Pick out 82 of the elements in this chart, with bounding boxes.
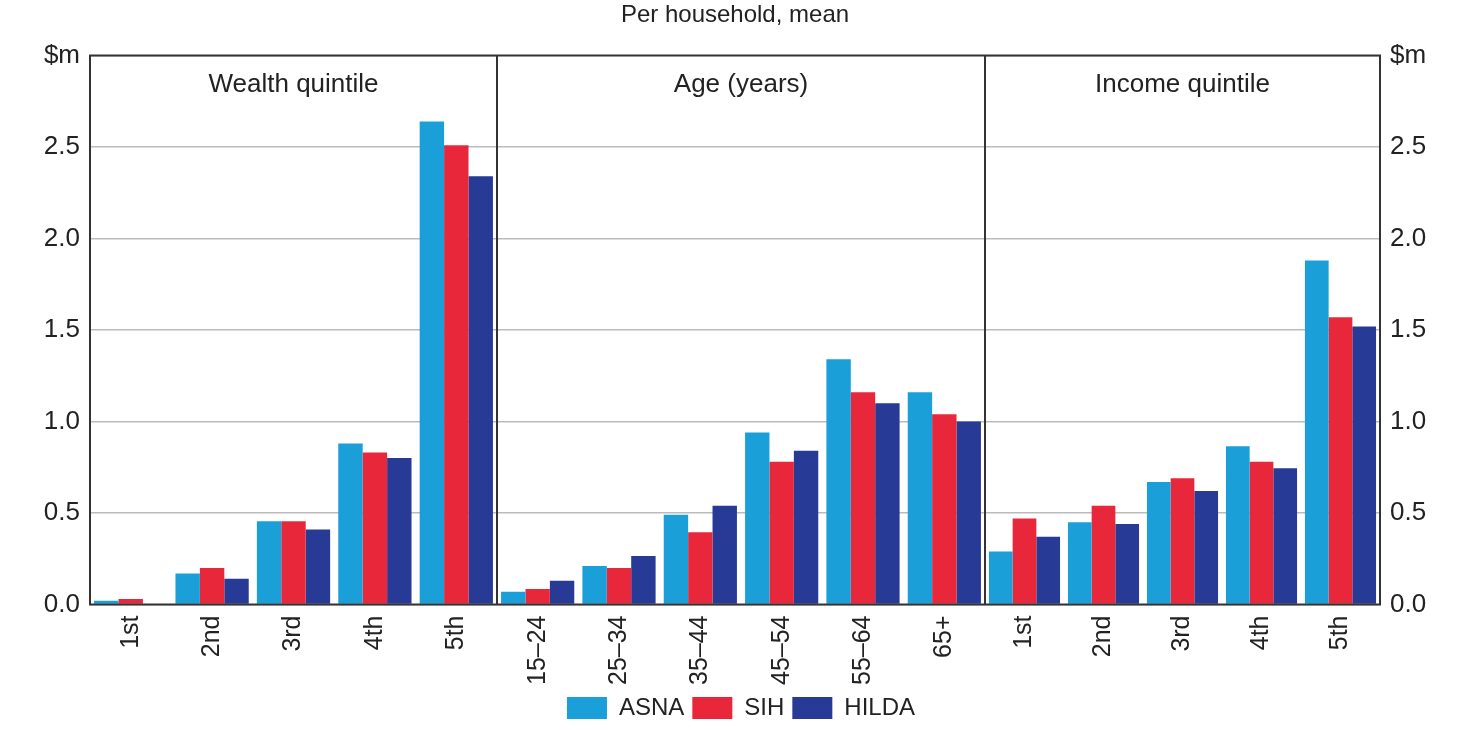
- y-tick-label: 0.0: [1390, 587, 1427, 618]
- bar: [1012, 518, 1037, 604]
- bar: [525, 588, 550, 604]
- bar: [688, 532, 713, 604]
- bar: [826, 359, 851, 604]
- bar: [712, 505, 737, 604]
- legend-label: SIH: [744, 692, 785, 720]
- x-tick-label: 1st: [1008, 615, 1037, 649]
- bar: [199, 567, 225, 604]
- bar: [1067, 522, 1092, 604]
- bar: [631, 556, 656, 604]
- y-tick-label: 0.0: [43, 587, 80, 618]
- bar: [793, 450, 819, 604]
- bar: [932, 414, 957, 604]
- bar: [1225, 446, 1250, 604]
- bar: [1091, 505, 1116, 604]
- legend-label: ASNA: [618, 692, 685, 720]
- bar: [175, 573, 200, 604]
- bar: [850, 392, 876, 604]
- x-tick-label: 5th: [1324, 615, 1353, 651]
- bar: [444, 145, 469, 604]
- x-tick-label: 1st: [114, 615, 143, 649]
- y-tick-label: $m: [1390, 38, 1427, 69]
- y-tick-label: 2.0: [43, 221, 80, 252]
- bar: [362, 452, 388, 604]
- bar: [256, 521, 282, 604]
- x-tick-label: 4th: [1245, 615, 1274, 651]
- bar: [1249, 461, 1274, 604]
- x-tick-label: 15–24: [521, 615, 550, 686]
- bar: [875, 403, 900, 604]
- y-tick-label: 1.5: [1390, 313, 1427, 344]
- y-tick-label: 1.5: [43, 313, 80, 344]
- bar: [281, 521, 306, 604]
- bar: [387, 458, 412, 604]
- bar: [988, 551, 1013, 604]
- bar: [305, 529, 331, 604]
- x-tick-label: 5th: [440, 615, 469, 651]
- bar: [745, 432, 770, 604]
- bar: [1328, 317, 1353, 604]
- bar: [468, 176, 493, 604]
- bar: [606, 567, 632, 604]
- bar: [1146, 481, 1171, 604]
- y-tick-label: 1.0: [1390, 404, 1427, 435]
- y-tick-label: $m: [43, 38, 80, 69]
- y-tick-label: 1.0: [43, 404, 80, 435]
- text: Age (years): [673, 67, 809, 98]
- text: Per household, mean: [619, 0, 851, 28]
- y-tick-label: 2.5: [1390, 130, 1427, 161]
- y-tick-label: 2.0: [1390, 221, 1427, 252]
- bar: [1036, 536, 1061, 604]
- bar: [501, 591, 526, 604]
- bar: [1170, 478, 1195, 604]
- bar: [1304, 260, 1329, 604]
- x-tick-label: 55–64: [846, 615, 875, 686]
- y-tick-label: 2.5: [43, 130, 80, 161]
- bar: [419, 121, 445, 604]
- legend-label: HILDA: [844, 692, 916, 720]
- bar: [956, 421, 981, 604]
- text: Income quintile: [1095, 67, 1270, 98]
- bar: [663, 514, 689, 604]
- bar: [582, 566, 607, 604]
- bar: [1194, 491, 1219, 604]
- bar: [1352, 326, 1377, 604]
- x-tick-label: 4th: [358, 615, 387, 651]
- x-tick-label: 3rd: [277, 615, 306, 652]
- x-tick-label: 35–44: [684, 615, 713, 686]
- x-tick-label: 65+: [928, 615, 957, 658]
- bar: [1115, 523, 1140, 604]
- y-tick-label: 0.5: [43, 496, 80, 527]
- x-tick-label: 2nd: [1087, 615, 1116, 658]
- x-tick-label: 45–54: [765, 615, 794, 686]
- x-tick-label: 3rd: [1166, 615, 1195, 652]
- x-tick-label: 2nd: [195, 615, 224, 658]
- x-tick-label: 25–34: [602, 615, 631, 686]
- bar: [907, 392, 933, 604]
- bar: [1273, 468, 1298, 604]
- bar: [769, 461, 794, 604]
- bar: [549, 580, 575, 604]
- bar: [338, 443, 363, 604]
- bar: [224, 578, 249, 604]
- y-tick-label: 0.5: [1390, 496, 1427, 527]
- text: Wealth quintile: [208, 67, 379, 98]
